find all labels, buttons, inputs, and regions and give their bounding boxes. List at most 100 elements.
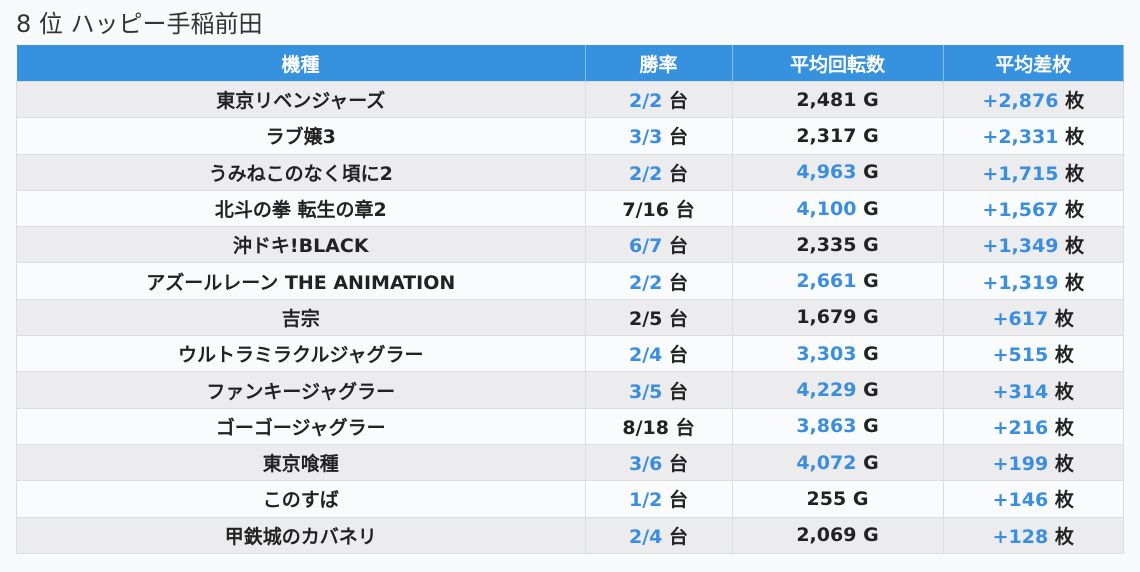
avg-games-value: 2,069 (796, 524, 857, 547)
machine-name: 甲鉄城のカバネリ (16, 516, 586, 554)
win-rate-value: 7/16 (622, 199, 669, 222)
unit: 枚 (1065, 199, 1085, 222)
table-row: ラブ嬢3 3/3 台 2,317 G +2,331 枚 (16, 117, 1124, 155)
table-row: 東京喰種 3/6 台 4,072 G +199 枚 (16, 443, 1124, 482)
avg-diff-value: +1,567 (982, 199, 1059, 222)
win-rate: 2/5 台 (584, 298, 733, 337)
unit: 枚 (1065, 271, 1085, 294)
avg-diff-value: +146 (992, 489, 1049, 512)
unit: 枚 (1054, 453, 1074, 476)
avg-games-value: 2,661 (796, 270, 857, 293)
avg-games-value: 4,072 (796, 451, 857, 474)
avg-diff: +216 枚 (942, 407, 1124, 445)
win-rate: 7/16 台 (584, 189, 733, 228)
table-row: 沖ドキ!BLACK 6/7 台 2,335 G +1,349 枚 (16, 226, 1124, 264)
win-rate-value: 3/5 (628, 380, 663, 403)
avg-games-value: 2,317 (796, 124, 857, 147)
table-row: 北斗の拳 転生の章2 7/16 台 4,100 G +1,567 枚 (16, 189, 1124, 228)
avg-games-value: 2,481 (796, 88, 857, 111)
avg-games: 4,963 G (731, 153, 944, 191)
avg-diff: +1,567 枚 (942, 189, 1124, 228)
avg-diff: +128 枚 (942, 516, 1124, 554)
win-rate-value: 3/3 (628, 126, 663, 149)
page-title: 8 位 ハッピー手稲前田 (16, 10, 263, 38)
unit: 枚 (1065, 235, 1085, 258)
avg-games-value: 3,303 (796, 342, 857, 365)
machine-name: 東京リベンジャーズ (16, 80, 586, 119)
win-rate-value: 2/2 (628, 271, 663, 294)
win-rate-value: 2/2 (628, 90, 663, 113)
win-rate-value: 2/5 (628, 307, 663, 330)
unit: 枚 (1054, 307, 1074, 330)
machine-name: アズールレーン THE ANIMATION (16, 262, 586, 300)
unit: 枚 (1054, 380, 1074, 403)
table-row: うみねこのなく頃に2 2/2 台 4,963 G +1,715 枚 (16, 153, 1124, 191)
header-avg-diff: 平均差枚 (943, 45, 1124, 82)
win-rate: 3/3 台 (584, 117, 733, 155)
avg-games-value: 3,863 (796, 415, 857, 438)
avg-games: 2,335 G (731, 226, 944, 264)
unit: 台 (675, 199, 695, 222)
table-row: 吉宗 2/5 台 1,679 G +617 枚 (16, 298, 1124, 337)
unit: G (863, 124, 879, 147)
table-row: 甲鉄城のカバネリ 2/4 台 2,069 G +128 枚 (16, 516, 1124, 554)
machine-name: 吉宗 (16, 298, 586, 337)
avg-games: 2,661 G (731, 262, 944, 300)
table-row: ファンキージャグラー 3/5 台 4,229 G +314 枚 (16, 371, 1124, 409)
avg-diff: +199 枚 (942, 443, 1124, 482)
win-rate-value: 2/4 (628, 344, 663, 367)
win-rate: 2/2 台 (584, 80, 733, 119)
win-rate-value: 2/4 (628, 525, 663, 548)
unit: 枚 (1054, 344, 1074, 367)
avg-diff-value: +314 (992, 380, 1049, 403)
avg-diff-value: +128 (992, 525, 1049, 548)
unit: G (863, 270, 879, 293)
header-win-rate: 勝率 (585, 45, 733, 82)
avg-games-value: 2,335 (796, 233, 857, 256)
avg-games-value: 255 (806, 487, 847, 510)
win-rate: 8/18 台 (584, 407, 733, 445)
win-rate: 2/4 台 (584, 516, 733, 554)
avg-diff-value: +1,319 (982, 271, 1059, 294)
avg-diff: +2,331 枚 (942, 117, 1124, 155)
table-row: アズールレーン THE ANIMATION 2/2 台 2,661 G +1,3… (16, 262, 1124, 300)
unit: G (863, 379, 879, 402)
avg-diff-value: +216 (992, 416, 1049, 439)
table-header: 機種 勝率 平均回転数 平均差枚 (16, 45, 1124, 82)
table-row: ゴーゴージャグラー 8/18 台 3,863 G +216 枚 (16, 407, 1124, 445)
win-rate: 1/2 台 (584, 480, 733, 518)
win-rate-value: 6/7 (628, 235, 663, 258)
avg-diff-value: +1,715 (982, 162, 1059, 185)
avg-diff: +515 枚 (942, 335, 1124, 373)
unit: G (863, 342, 879, 365)
win-rate-value: 2/2 (628, 162, 663, 185)
avg-diff: +314 枚 (942, 371, 1124, 409)
machine-table: 機種 勝率 平均回転数 平均差枚 東京リベンジャーズ 2/2 台 2,481 G… (16, 45, 1124, 554)
table-row: このすば 1/2 台 255 G +146 枚 (16, 480, 1124, 518)
header-avg-games: 平均回転数 (732, 45, 944, 82)
unit: G (863, 161, 879, 184)
win-rate: 2/2 台 (584, 153, 733, 191)
machine-name: 東京喰種 (16, 443, 586, 482)
unit: 台 (669, 90, 689, 113)
avg-games: 4,229 G (731, 371, 944, 409)
machine-name: 北斗の拳 転生の章2 (16, 189, 586, 228)
unit: 枚 (1054, 416, 1074, 439)
avg-diff-value: +515 (992, 344, 1049, 367)
unit: 台 (669, 489, 689, 512)
avg-diff: +1,319 枚 (942, 262, 1124, 300)
unit: 台 (669, 344, 689, 367)
unit: G (863, 451, 879, 474)
avg-diff-value: +1,349 (982, 235, 1059, 258)
unit: 枚 (1065, 90, 1085, 113)
unit: G (863, 88, 879, 111)
avg-diff-value: +199 (992, 453, 1049, 476)
unit: 枚 (1054, 489, 1074, 512)
header-machine: 機種 (16, 45, 586, 82)
avg-games: 255 G (731, 480, 944, 518)
avg-games-value: 4,963 (796, 161, 857, 184)
win-rate: 6/7 台 (584, 226, 733, 264)
unit: G (863, 415, 879, 438)
avg-games-value: 1,679 (796, 306, 857, 329)
win-rate-value: 3/6 (628, 453, 663, 476)
